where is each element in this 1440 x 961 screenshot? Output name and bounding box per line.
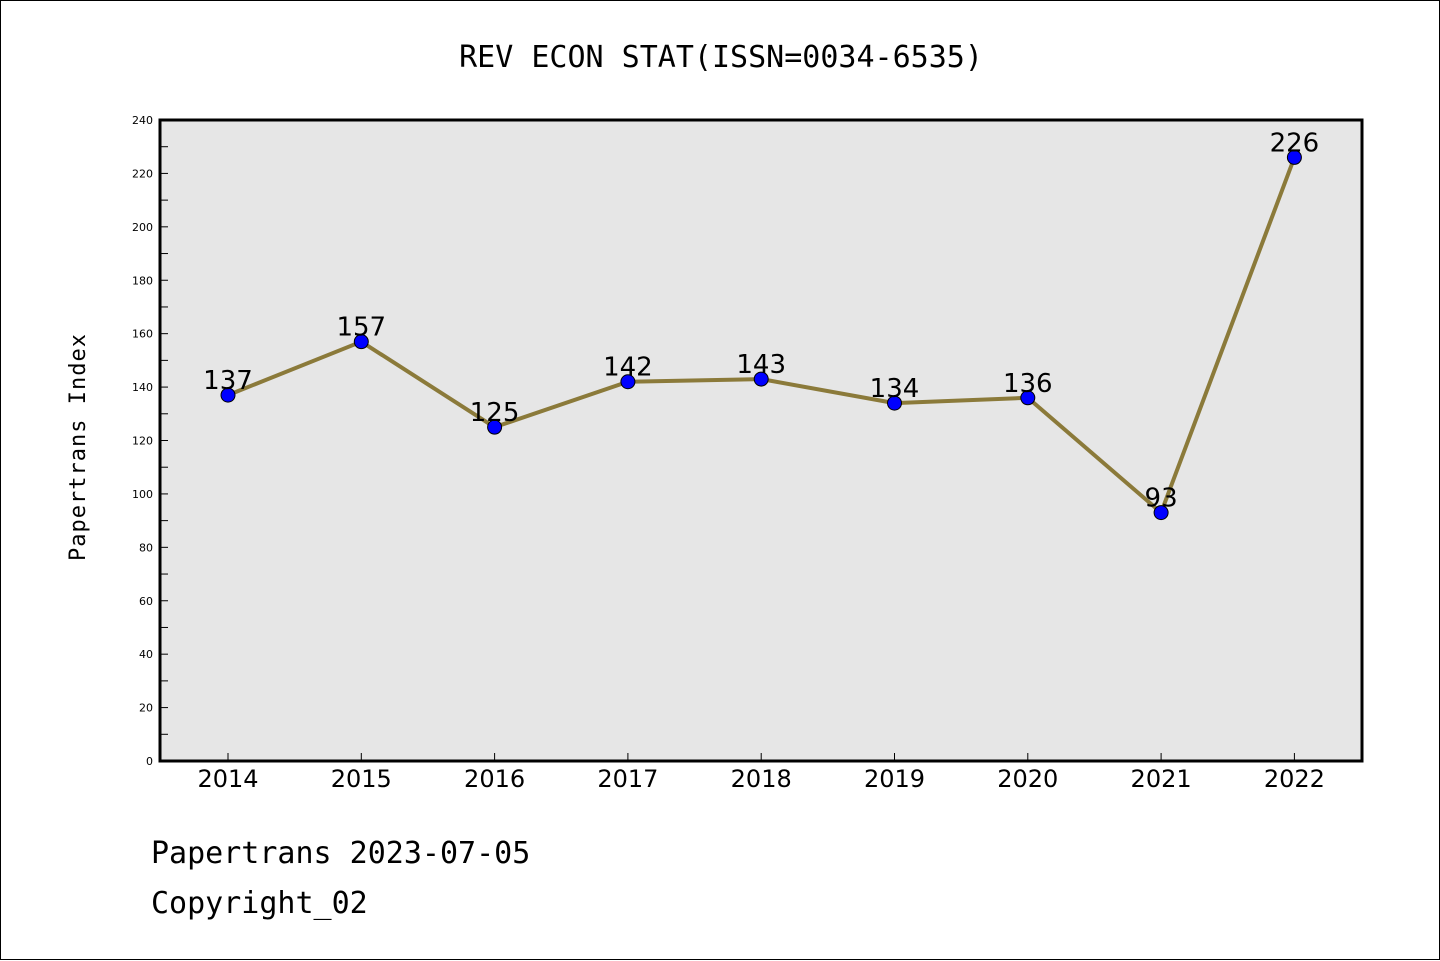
y-tick-label: 100	[132, 488, 153, 501]
y-tick-label: 160	[132, 328, 153, 341]
x-tick-label: 2016	[464, 765, 525, 793]
y-axis-label: Papertrans Index	[66, 333, 91, 561]
data-labels: 137 157 125 142 143 134 136 93 226	[203, 128, 1319, 513]
x-tick-label: 2018	[731, 765, 792, 793]
data-label: 137	[203, 366, 253, 396]
y-tick-label: 140	[132, 381, 153, 394]
y-tick-label: 180	[132, 274, 153, 287]
data-point	[487, 419, 503, 435]
data-label: 125	[470, 398, 520, 428]
y-tick-label: 0	[146, 755, 153, 768]
data-point	[887, 395, 902, 411]
data-label: 136	[1003, 369, 1053, 399]
chart-title: REV ECON STAT(ISSN=0034-6535)	[459, 40, 983, 75]
x-axis: 2014 2015 2016 2017 2018 2019 2020 2021 2022	[197, 753, 1325, 793]
footer-date: Papertrans 2023-07-05	[151, 836, 531, 871]
x-tick-label: 2014	[197, 765, 258, 793]
data-label: 134	[870, 374, 920, 404]
data-label: 143	[736, 350, 786, 380]
data-point	[1286, 149, 1302, 165]
y-tick-label: 20	[139, 702, 153, 715]
plot-area	[158, 118, 1364, 763]
y-tick-label: 240	[132, 114, 153, 127]
x-tick-label: 2017	[597, 765, 658, 793]
x-tick-label: 2021	[1131, 765, 1192, 793]
data-point	[220, 387, 236, 403]
data-label: 157	[336, 313, 386, 343]
y-tick-label: 200	[132, 221, 153, 234]
data-label: 142	[603, 353, 653, 383]
data-label: 93	[1145, 484, 1178, 514]
data-label: 226	[1270, 128, 1320, 158]
series-layer	[220, 149, 1302, 521]
y-tick-label: 40	[139, 648, 153, 661]
x-tick-label: 2022	[1264, 765, 1325, 793]
y-axis: 0 20 40 60 80 100 120 140 160 180 200 220 240	[132, 114, 168, 768]
x-tick-label: 2015	[331, 765, 392, 793]
footer-copyright: Copyright_02	[151, 886, 368, 921]
data-point	[620, 374, 636, 390]
y-tick-label: 220	[132, 167, 153, 180]
data-point	[353, 334, 369, 350]
data-point	[1020, 390, 1036, 406]
data-point	[1153, 505, 1169, 521]
x-tick-label: 2020	[997, 765, 1058, 793]
y-tick-label: 80	[139, 541, 153, 554]
x-tick-label: 2019	[864, 765, 925, 793]
y-tick-label: 120	[132, 435, 153, 448]
data-point	[753, 371, 769, 387]
y-tick-label: 60	[139, 595, 153, 608]
